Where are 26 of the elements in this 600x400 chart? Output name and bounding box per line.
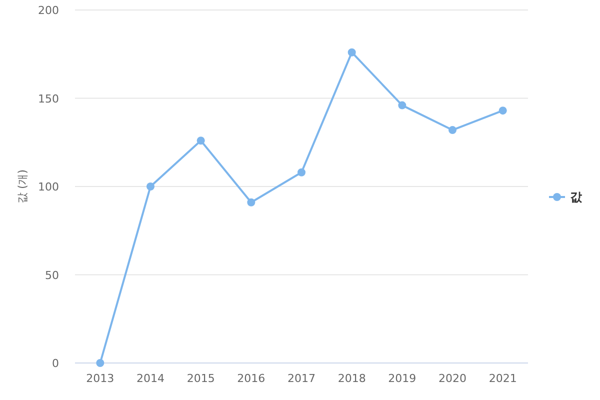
point xyxy=(298,168,306,176)
point xyxy=(196,136,205,145)
x-tick: 2021 xyxy=(488,372,517,385)
y-label: 값 (개) xyxy=(16,169,29,204)
point xyxy=(398,101,406,110)
y-tick: 150 xyxy=(38,92,59,106)
x-tick: 2013 xyxy=(86,372,114,385)
legend-item: 값 xyxy=(549,190,582,204)
y-tick: 100 xyxy=(38,180,59,194)
legend-label: 값 xyxy=(570,190,583,204)
point xyxy=(348,48,356,56)
x-tick: 2019 xyxy=(388,372,416,385)
x-tick: 2020 xyxy=(438,372,466,385)
x-tick: 2014 xyxy=(136,372,164,385)
x-tick: 2016 xyxy=(237,372,266,385)
point xyxy=(247,198,256,206)
point xyxy=(498,106,507,115)
y-tick: 50 xyxy=(45,268,59,282)
x-tick: 2018 xyxy=(338,372,366,385)
point xyxy=(448,126,456,134)
point xyxy=(96,359,104,367)
x-tick: 2015 xyxy=(186,372,215,385)
y-tick: 200 xyxy=(38,4,59,17)
x-tick: 2017 xyxy=(288,372,316,385)
y-tick: 0 xyxy=(52,357,59,370)
point xyxy=(146,182,154,190)
